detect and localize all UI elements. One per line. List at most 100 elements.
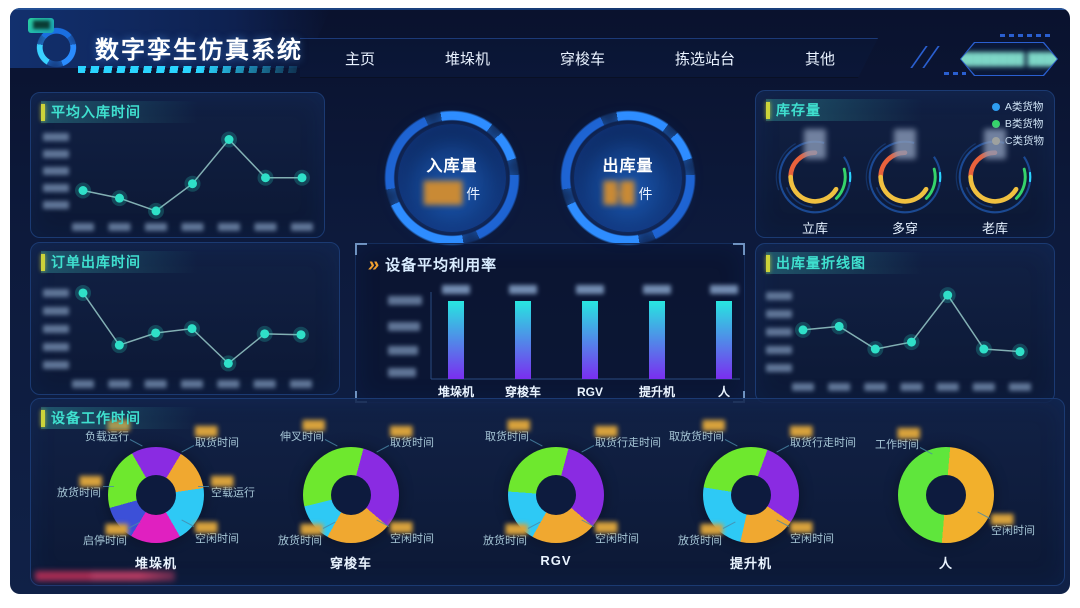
kpi-value-row: ███ 件	[424, 182, 481, 205]
panel-avg-inbound-time: 平均入库时间	[30, 92, 325, 238]
donut-value-blurred: ████	[595, 426, 618, 436]
user-info-text: ████████ ████	[956, 52, 1062, 66]
panel-title-row: 库存量	[766, 99, 936, 121]
donut-label-空闲时间: ████ 空闲时间	[195, 523, 239, 546]
donut-label-取放货时间: ████ 取放货时间	[638, 420, 725, 444]
donut-label-空闲时间: ████ 空闲时间	[991, 515, 1035, 538]
donut-label-伸叉时间: ████ 伸叉时间	[238, 421, 325, 444]
data-point[interactable]	[870, 344, 880, 354]
panel-title-row: 出库量折线图	[766, 252, 936, 274]
donut-label-text: 空载运行	[211, 487, 255, 499]
legend-item-1[interactable]: B类货物	[991, 116, 1044, 131]
dash-decoration	[1000, 34, 1050, 37]
inventory-gauge-多穿[interactable]: 多穿	[861, 127, 949, 237]
nav-item-4[interactable]: 其他	[804, 50, 835, 68]
nav-band	[300, 38, 878, 78]
gauge-label: 多穿	[891, 221, 918, 236]
nav-item-0[interactable]: 主页	[344, 50, 375, 68]
nav-item-1[interactable]: 堆垛机	[444, 50, 490, 68]
data-point[interactable]	[261, 173, 270, 183]
chevrons-icon: »	[368, 253, 380, 276]
data-point[interactable]	[943, 290, 953, 300]
donut-name: 人	[938, 556, 953, 571]
data-point[interactable]	[834, 321, 844, 331]
data-point[interactable]	[115, 193, 124, 203]
kpi-label: 出库量	[602, 157, 654, 175]
data-point[interactable]	[114, 340, 124, 350]
gauge-label: 立库	[801, 221, 828, 236]
donut-label-放货时间: ████ 放货时间	[638, 524, 723, 548]
logo-badge: ████	[28, 18, 54, 33]
donut-label-text: 放货时间	[678, 535, 722, 547]
data-point[interactable]	[907, 337, 916, 347]
donut-label-text: 空闲时间	[595, 533, 639, 545]
donut-chart-人[interactable]	[898, 447, 994, 543]
title-accent-bar	[41, 103, 45, 121]
legend-item-0[interactable]: A类货物	[991, 99, 1044, 114]
bar-穿梭车[interactable]	[515, 301, 531, 379]
bar-堆垛机[interactable]	[448, 301, 464, 379]
donut-label-text: 取货时间	[485, 431, 529, 443]
donut-hole	[331, 475, 371, 515]
donut-value-blurred: ████	[702, 420, 725, 430]
user-info-box[interactable]: ████████ ████	[960, 42, 1058, 76]
data-point[interactable]	[187, 324, 197, 334]
donut-label-工作时间: ████ 工作时间	[833, 429, 920, 452]
panel-equipment-utilization: » 设备平均利用率 堆垛机 穿梭车 RGV 提升机 人	[355, 243, 745, 403]
legend-label: A类货物	[1004, 101, 1044, 113]
bar-category-label: RGV	[577, 385, 603, 399]
kpi-gauge-0: 入库量 ███ 件	[384, 110, 520, 246]
gauge-svg	[775, 140, 852, 214]
data-point[interactable]	[78, 288, 88, 298]
avg-inbound-time-chart[interactable]	[31, 93, 324, 237]
bar-category-label: 提升机	[639, 384, 675, 399]
kpi-disc: 入库量 ███ 件	[398, 124, 506, 232]
order-outbound-time-chart[interactable]	[31, 243, 339, 394]
data-point[interactable]	[798, 325, 808, 335]
nav: 主页 堆垛机 穿梭车 拣选站台 其他	[310, 38, 870, 78]
avg-inbound-time-svg	[43, 131, 313, 231]
data-point[interactable]	[260, 329, 270, 339]
data-point[interactable]	[296, 330, 306, 340]
header: ████ 数字孪生仿真系统 主页 堆垛机 穿梭车 拣选站台 其他 ████████ ██…	[10, 8, 1070, 72]
data-point[interactable]	[224, 135, 234, 144]
inventory-gauge-立库[interactable]: 立库	[771, 127, 859, 237]
data-point[interactable]	[223, 358, 233, 368]
nav-item-3[interactable]: 拣选站台	[674, 50, 735, 68]
donut-group-堆垛机: 堆垛机████负载运行████取货时间████空载运行████空闲时间████启…	[41, 403, 271, 583]
inventory-legend: A类货物 B类货物 C类货物	[991, 99, 1044, 148]
bar-RGV[interactable]	[582, 301, 598, 379]
order-outbound-time-svg	[43, 284, 312, 388]
donut-group-提升机: 提升机 ████ 取货行走时间 ████ 空闲时间 ████ 放货时间 ████ 取放货时间	[636, 403, 866, 583]
donut-value-blurred: ████	[300, 524, 323, 534]
data-point[interactable]	[151, 328, 161, 338]
donut-value-blurred: ████	[700, 524, 723, 534]
bar-提升机[interactable]	[649, 301, 665, 379]
data-point[interactable]	[188, 179, 197, 189]
donut-value-blurred: ████	[595, 522, 618, 532]
data-point[interactable]	[151, 206, 161, 216]
donut-label-text: 负载运行	[85, 431, 129, 443]
equipment-utilization-chart[interactable]: 堆垛机 穿梭车 RGV 提升机 人	[356, 244, 744, 402]
outbound-volume-svg	[766, 287, 1031, 391]
nav-item-2[interactable]: 穿梭车	[559, 50, 605, 68]
data-point[interactable]	[1015, 347, 1025, 357]
dash-decoration	[944, 72, 966, 75]
work-time-donuts: 堆垛机████负载运行████取货时间████空载运行████空闲时间████启…	[31, 399, 1064, 585]
data-point[interactable]	[78, 186, 88, 195]
panel-title: 库存量	[776, 102, 821, 118]
donut-value-blurred: ████	[507, 420, 530, 430]
donut-value-blurred: ████	[105, 524, 128, 534]
panel-title: 设备平均利用率	[385, 257, 498, 274]
panel-title-row: 平均入库时间	[41, 101, 211, 123]
data-point[interactable]	[297, 173, 307, 183]
donut-value-blurred: ████	[390, 426, 413, 436]
donut-label-取货时间: ████ 取货时间	[195, 427, 239, 450]
inventory-gauge-老库[interactable]: 老库	[951, 127, 1039, 237]
outbound-volume-chart[interactable]	[756, 244, 1054, 402]
bar-人[interactable]	[716, 301, 732, 379]
gauge-value-blurred	[894, 129, 916, 159]
data-point[interactable]	[979, 344, 989, 354]
panel-title-row: 订单出库时间	[41, 251, 211, 273]
